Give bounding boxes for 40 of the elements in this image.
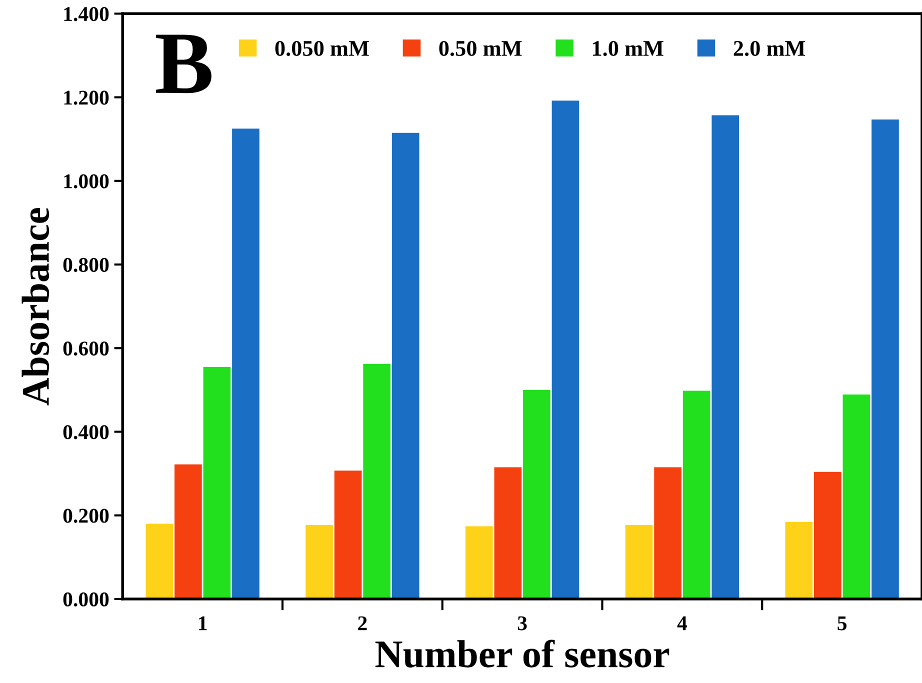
bar [552, 100, 580, 599]
y-tick-label: 0.200 [63, 508, 109, 523]
y-axis-title: Absorbance [22, 208, 50, 406]
bar [146, 524, 174, 599]
y-tick-label: 1.400 [64, 7, 109, 22]
bar [842, 394, 870, 599]
y-tick-label: 1.000 [64, 174, 109, 188]
x-tick-label: 4 [677, 616, 688, 630]
y-tick-label: 1.200 [64, 90, 109, 105]
bar [682, 390, 710, 599]
annotation: B [156, 34, 212, 94]
bar [785, 522, 813, 599]
bar [306, 524, 333, 599]
bar [334, 470, 362, 599]
bar [392, 132, 420, 599]
bar [174, 464, 202, 599]
legend-label: 0.050 mM [275, 40, 369, 56]
legend-label: 0.50 mM [439, 40, 522, 56]
bar [625, 524, 653, 599]
y-tick-label: 0.600 [63, 342, 109, 356]
bar [203, 366, 231, 599]
x-tick-label: 3 [518, 616, 527, 630]
legend-label: 2.0 mM [734, 40, 806, 56]
bar [872, 119, 899, 599]
legend-label: 1.0 mM [592, 40, 664, 56]
bar [363, 364, 390, 599]
y-tick-label: 0.000 [63, 592, 109, 607]
bar [654, 467, 682, 599]
y-tick-label: 0.400 [63, 425, 109, 440]
x-axis-title: Number of sensor [375, 640, 670, 668]
bar [523, 390, 550, 599]
bar [814, 472, 842, 599]
bar [465, 526, 493, 599]
x-tick-label: 5 [838, 616, 847, 630]
bar [494, 467, 522, 599]
bar [712, 115, 740, 599]
x-tick-label: 1 [199, 616, 207, 630]
y-tick-label: 0.800 [63, 258, 109, 272]
bar [232, 128, 260, 599]
x-tick-label: 2 [358, 616, 367, 630]
